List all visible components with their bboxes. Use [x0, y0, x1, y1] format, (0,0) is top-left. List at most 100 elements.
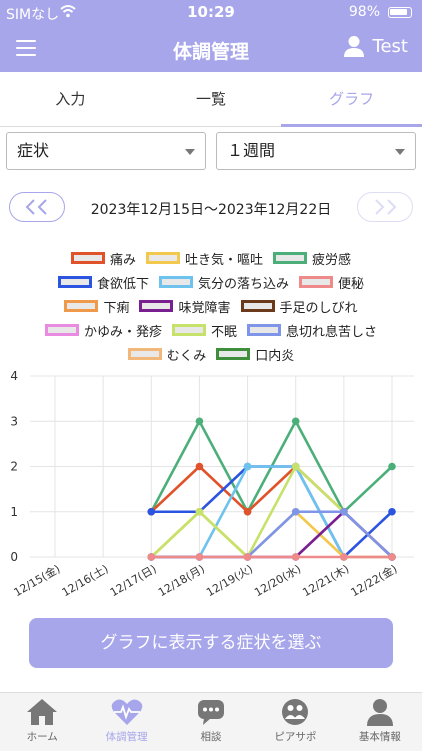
data-point [195, 553, 204, 561]
data-point [291, 462, 300, 471]
data-point [291, 417, 300, 426]
user-name: Test [372, 35, 408, 57]
data-point [195, 462, 204, 471]
home-icon [27, 699, 58, 725]
legend-label: 吐き気・嘔吐 [184, 252, 263, 268]
user-account[interactable]: Test [343, 35, 408, 57]
x-tick-label: 12/20(水) [252, 562, 303, 599]
period-select[interactable]: １週間 [216, 132, 416, 170]
next-week-button[interactable] [357, 192, 413, 222]
legend-swatch [171, 324, 206, 336]
legend-label: 手足のしびれ [279, 300, 358, 316]
y-tick-label: 2 [10, 460, 18, 474]
tab-input[interactable]: 入力 [55, 90, 86, 108]
chat-icon [198, 700, 225, 725]
y-tick-label: 3 [10, 414, 18, 428]
nav-health[interactable]: 体調管理 [84, 693, 168, 751]
legend-label: 痛み [109, 252, 136, 268]
x-tick-label: 12/18(月) [156, 562, 207, 599]
y-tick-label: 4 [10, 369, 18, 383]
legend-swatch [273, 252, 307, 264]
legend-item: 疲労感 [273, 249, 351, 268]
wifi-icon [60, 5, 76, 18]
menu-icon[interactable] [16, 40, 36, 56]
x-tick-label: 12/16(土) [60, 562, 111, 599]
legend-label: 口内炎 [255, 348, 295, 364]
y-tick-label: 1 [10, 505, 18, 519]
legend-swatch [44, 324, 79, 336]
legend-item: 痛み [70, 249, 136, 268]
status-bar: SIMなし 10:29 98% [0, 0, 422, 26]
data-point [243, 553, 252, 561]
tab-graph[interactable]: グラフ [281, 72, 422, 127]
nav-label: ホーム [26, 731, 58, 743]
legend-swatch [139, 300, 174, 312]
nav-profile[interactable]: 基本情報 [338, 693, 422, 751]
bottom-nav: ホーム 体調管理 相談 ピアサポ 基本情報 [0, 692, 422, 751]
data-point [340, 553, 348, 561]
legend-item: 下痢 [64, 297, 129, 316]
data-point [388, 553, 396, 561]
nav-label: 体調管理 [105, 731, 148, 743]
legend-item: 手足のしびれ [240, 297, 358, 316]
select-symptoms-button[interactable]: グラフに表示する症状を選ぶ [29, 618, 393, 668]
data-point [243, 507, 252, 516]
data-point [195, 507, 204, 516]
heart-pulse-icon [111, 699, 142, 725]
legend-swatch [216, 348, 251, 360]
legend-item: むくみ [127, 345, 207, 364]
legend-item: 口内炎 [216, 345, 294, 364]
data-point [291, 507, 300, 516]
legend-swatch [64, 300, 99, 312]
legend-label: 気分の落ち込み [197, 276, 289, 292]
chevron-right-icon [375, 199, 397, 215]
symptom-select[interactable]: 症状 [6, 132, 206, 170]
legend-swatch [57, 276, 92, 288]
app-header: 体調管理 Test [0, 26, 422, 72]
data-point [147, 507, 156, 516]
carrier-label: SIMなし [6, 7, 60, 23]
tab-bar: 入力 一覧 グラフ [0, 72, 422, 127]
x-tick-label: 12/21(木) [300, 562, 351, 599]
prev-week-button[interactable] [9, 192, 65, 222]
period-select-value: １週間 [227, 141, 276, 160]
data-point [388, 462, 396, 471]
nav-home[interactable]: ホーム [0, 693, 84, 751]
legend-item: 息切れ息苦しさ [247, 321, 377, 340]
legend-label: むくみ [166, 348, 207, 364]
chart-svg: 0123412/15(金)12/16(土)12/17(日)12/18(月)12/… [10, 369, 414, 599]
data-point [195, 417, 204, 426]
nav-label: ピアサポ [274, 731, 317, 743]
nav-label: 基本情報 [358, 731, 401, 743]
legend-label: 疲労感 [312, 252, 352, 268]
chevron-left-icon [25, 199, 47, 215]
legend-label: 便秘 [338, 276, 365, 292]
y-tick-label: 0 [10, 550, 18, 564]
x-tick-label: 12/22(金) [348, 561, 399, 599]
person-icon [366, 699, 393, 726]
tab-list[interactable]: 一覧 [196, 90, 227, 108]
nav-label: 相談 [200, 731, 222, 743]
data-point [340, 507, 348, 516]
legend-label: 下痢 [103, 300, 130, 316]
legend-label: 息切れ息苦しさ [286, 324, 378, 340]
x-tick-label: 12/17(日) [108, 562, 159, 599]
symptom-line-chart: 0 1 2 3 4 12/15(金) 12/16(土) 12/17(日) 12/18(月) 12/… [0, 366, 422, 606]
peer-support-icon [282, 699, 309, 725]
legend-label: 食欲低下 [96, 276, 149, 292]
data-point [388, 507, 396, 516]
legend-item: 吐き気・嘔吐 [145, 249, 263, 268]
legend-label: かゆみ・発疹 [83, 324, 162, 340]
page-title: 体調管理 [172, 41, 249, 63]
chevron-down-icon [185, 149, 195, 155]
symptom-select-value: 症状 [17, 141, 50, 160]
legend-label: 不眠 [210, 324, 237, 340]
legend-swatch [145, 252, 180, 264]
legend-item: 食欲低下 [57, 273, 149, 292]
chart-legend: 痛み 吐き気・嘔吐 疲労感 食欲低下 気分の落ち込み 便秘 下痢 味覚障害 手足… [8, 246, 414, 366]
nav-consult[interactable]: 相談 [169, 693, 253, 751]
x-tick-label: 12/19(火) [204, 562, 255, 599]
chevron-down-icon [395, 149, 405, 155]
nav-peer-support[interactable]: ピアサポ [253, 693, 337, 751]
user-icon [343, 36, 364, 57]
